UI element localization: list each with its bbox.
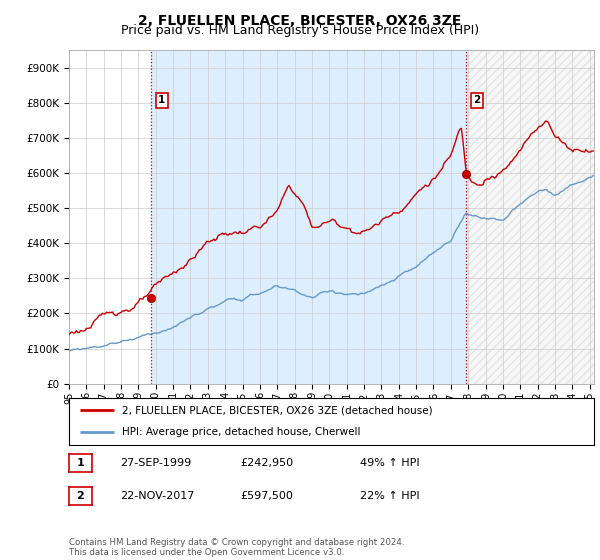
Bar [151, 50, 466, 384]
Text: 1: 1 [158, 95, 166, 105]
Text: 2: 2 [473, 95, 481, 105]
Text: Price paid vs. HM Land Registry's House Price Index (HPI): Price paid vs. HM Land Registry's House … [121, 24, 479, 36]
Text: £242,950: £242,950 [240, 458, 293, 468]
Text: 49% ↑ HPI: 49% ↑ HPI [360, 458, 419, 468]
Text: 22-NOV-2017: 22-NOV-2017 [120, 491, 194, 501]
Text: 22% ↑ HPI: 22% ↑ HPI [360, 491, 419, 501]
Text: HPI: Average price, detached house, Cherwell: HPI: Average price, detached house, Cher… [121, 427, 360, 437]
Text: 2, FLUELLEN PLACE, BICESTER, OX26 3ZE (detached house): 2, FLUELLEN PLACE, BICESTER, OX26 3ZE (d… [121, 405, 432, 416]
Bar [466, 50, 600, 384]
Text: 1: 1 [77, 458, 84, 468]
Text: Contains HM Land Registry data © Crown copyright and database right 2024.
This d: Contains HM Land Registry data © Crown c… [69, 538, 404, 557]
Text: £597,500: £597,500 [240, 491, 293, 501]
Bar [466, 50, 600, 384]
Text: 2, FLUELLEN PLACE, BICESTER, OX26 3ZE: 2, FLUELLEN PLACE, BICESTER, OX26 3ZE [139, 14, 461, 28]
Text: 2: 2 [77, 491, 84, 501]
Text: 27-SEP-1999: 27-SEP-1999 [120, 458, 191, 468]
